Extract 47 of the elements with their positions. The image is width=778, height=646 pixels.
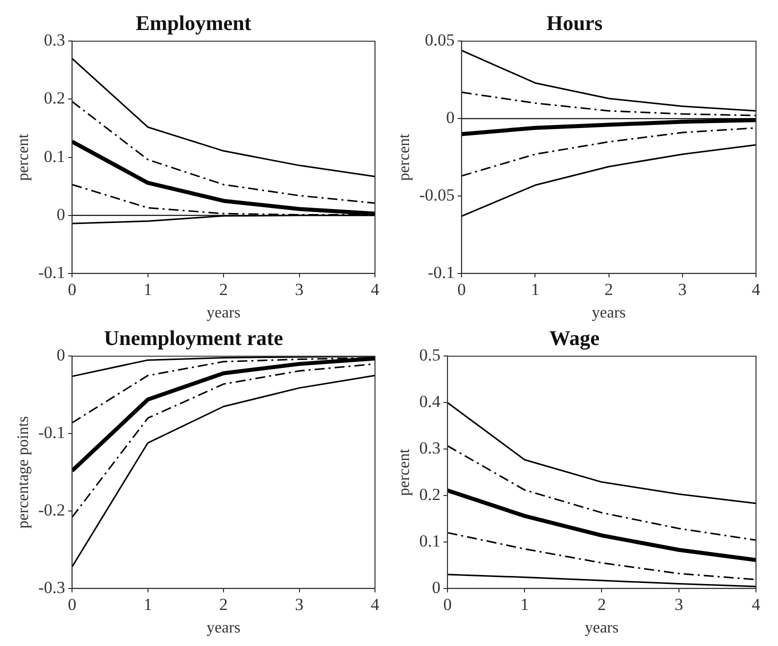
- x-tick-label: 1: [144, 280, 152, 300]
- x-tick-label: 3: [295, 595, 304, 614]
- x-tick-label: 2: [219, 595, 228, 614]
- x-axis-title: years: [592, 304, 626, 322]
- chart-title: Employment: [136, 11, 252, 36]
- y-tick-label: -0.2: [38, 500, 66, 520]
- x-tick-label: 4: [752, 280, 761, 300]
- y-tick-label: -0.1: [38, 423, 66, 442]
- y-axis-title: percent: [396, 448, 413, 496]
- y-tick-label: 0: [432, 578, 440, 597]
- y-tick-label: 0: [56, 204, 66, 224]
- y-tick-label: -0.05: [419, 185, 455, 204]
- x-tick-label: 4: [370, 595, 380, 614]
- y-tick-label: 0.3: [44, 30, 66, 50]
- x-tick-label: 2: [604, 280, 614, 300]
- y-tick-label: 0: [446, 108, 455, 128]
- chart-title: Wage: [549, 326, 600, 350]
- x-axis-title: years: [584, 620, 619, 637]
- y-tick-label: 0.2: [44, 88, 66, 108]
- y-axis-title: percent: [396, 133, 413, 181]
- x-tick-label: 3: [678, 280, 687, 300]
- x-axis-title: years: [206, 304, 240, 322]
- y-axis-title: percentage points: [14, 416, 32, 529]
- x-axis-title: years: [206, 620, 240, 637]
- x-tick-label: 2: [219, 280, 228, 300]
- y-tick-label: 0: [56, 346, 66, 365]
- x-tick-label: 3: [674, 595, 684, 614]
- y-tick-label: 0.2: [419, 484, 440, 504]
- y-tick-label: 0.4: [419, 392, 441, 412]
- y-tick-label: 0.3: [419, 438, 440, 458]
- y-tick-label: -0.1: [428, 262, 455, 282]
- y-tick-label: 0.05: [424, 30, 455, 50]
- y-tick-label: -0.3: [38, 578, 66, 597]
- x-tick-label: 4: [370, 280, 380, 300]
- x-tick-label: 1: [520, 595, 529, 614]
- y-tick-label: 0.1: [419, 531, 440, 550]
- chart-title: Unemployment rate: [104, 326, 284, 350]
- x-tick-label: 1: [144, 595, 152, 614]
- y-tick-label: 0.5: [419, 346, 440, 365]
- x-tick-label: 4: [752, 595, 761, 614]
- x-tick-label: 3: [295, 280, 304, 300]
- x-tick-label: 1: [530, 280, 540, 300]
- y-tick-label: 0.1: [44, 146, 66, 166]
- chart-title: Hours: [546, 11, 603, 36]
- y-axis-title: percent: [14, 133, 32, 181]
- x-tick-label: 2: [597, 595, 606, 614]
- y-tick-label: -0.1: [38, 262, 66, 282]
